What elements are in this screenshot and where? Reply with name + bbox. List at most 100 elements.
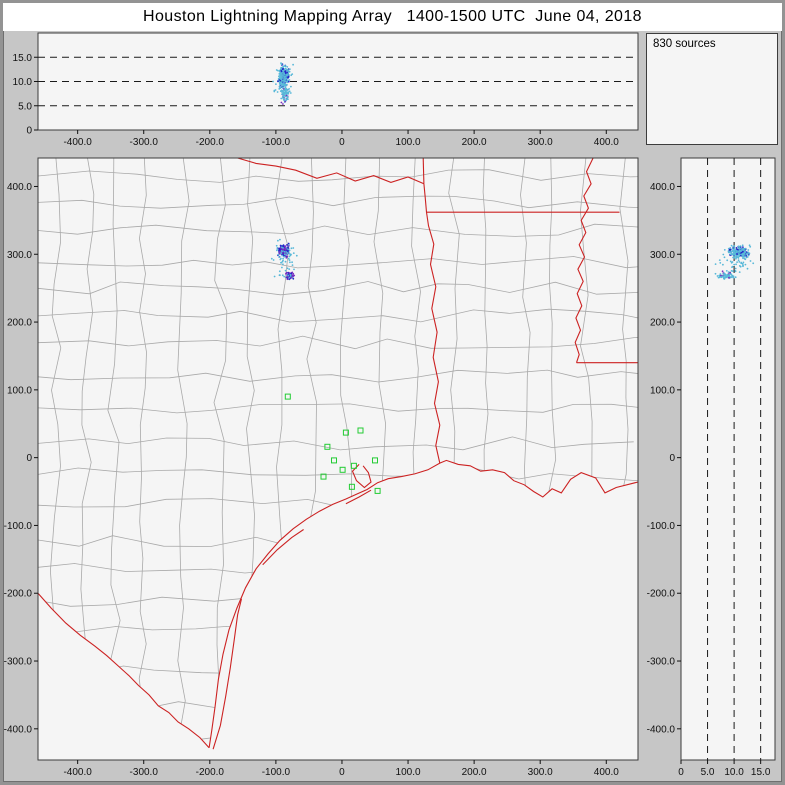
lightning-point	[714, 263, 717, 265]
lightning-point	[739, 265, 742, 268]
x-tick-label: 15.0	[751, 767, 771, 778]
lightning-point	[284, 260, 287, 263]
plan-view-map-chart[interactable]: -400.0 -300.0 -200.0 -100.0 0 100.0 200.0 300.0…	[0, 155, 645, 782]
lightning-point	[286, 71, 288, 74]
lightning-point	[287, 257, 290, 260]
lightning-point	[727, 250, 730, 252]
lightning-point	[284, 85, 287, 87]
lightning-point	[281, 83, 284, 85]
lightning-point	[280, 252, 282, 255]
y-tick-label: 200.0	[7, 318, 32, 329]
lightning-point	[292, 274, 294, 277]
y-tick-label: -400.0	[4, 724, 33, 735]
lightning-point	[278, 77, 281, 79]
lightning-point	[284, 269, 287, 272]
lightning-point	[722, 253, 725, 256]
y-tick-label: 0	[26, 453, 32, 464]
lightning-point	[744, 258, 747, 261]
station-marker	[342, 429, 349, 436]
lightning-point	[273, 89, 276, 92]
lightning-point	[745, 255, 748, 257]
panel-frame	[37, 157, 639, 761]
lightning-point	[272, 80, 274, 83]
lightning-point	[746, 267, 749, 270]
altitude-ew-chart[interactable]: -400.0 -300.0 -200.0 -100.0 0 100.0 200.0 300.0…	[0, 30, 645, 155]
lightning-point	[714, 272, 717, 275]
altitude-ns-chart[interactable]: 0 5.0 10.0 15.0 -400.0 -300.0 -200.0 -100.0 0 100…	[645, 155, 785, 782]
lightning-point	[743, 248, 746, 250]
lightning-point	[279, 250, 281, 253]
y-tick-label: -300.0	[4, 657, 33, 668]
lightning-point	[283, 253, 286, 256]
lightning-point	[287, 242, 290, 245]
lightning-point	[282, 75, 285, 77]
red-river-tx-ok-border	[237, 157, 425, 185]
lightning-point	[738, 261, 741, 263]
lightning-point	[752, 262, 755, 265]
lightning-point	[735, 263, 737, 266]
station-marker	[331, 457, 337, 464]
lightning-point	[742, 246, 744, 248]
galveston-island	[345, 489, 372, 505]
lightning-point	[749, 260, 752, 262]
y-tick-label: 15.0	[13, 53, 33, 64]
lightning-point	[290, 276, 293, 279]
lightning-point	[723, 256, 726, 259]
lightning-point	[288, 268, 291, 270]
ok-ar-border	[422, 157, 425, 184]
lightning-point	[729, 260, 732, 263]
y-tick-label: 400.0	[650, 182, 675, 193]
lightning-point	[283, 77, 285, 79]
lightning-point	[722, 263, 724, 266]
x-tick-label: -100.0	[262, 767, 291, 778]
county-line	[177, 158, 190, 748]
lightning-point	[716, 275, 719, 277]
y-tick-label: 100.0	[7, 385, 32, 396]
lightning-point	[732, 250, 734, 253]
lightning-sources	[272, 63, 294, 96]
lightning-point	[286, 278, 289, 281]
lightning-point	[719, 273, 722, 275]
x-tick-label: 0	[678, 767, 684, 778]
stations-group	[284, 393, 381, 494]
lightning-point	[278, 270, 281, 273]
station-marker	[339, 466, 346, 473]
lightning-point	[287, 98, 289, 101]
lightning-point	[288, 255, 291, 258]
lightning-point	[291, 264, 294, 266]
lightning-point	[282, 90, 284, 93]
lightning-point	[286, 75, 288, 77]
lightning-point	[735, 249, 738, 252]
lightning-point	[278, 256, 281, 258]
lightning-point	[284, 83, 287, 86]
lightning-point	[728, 248, 731, 251]
county-line	[38, 335, 638, 350]
lightning-point	[727, 271, 730, 273]
lightning-point	[293, 268, 295, 271]
lightning-point	[284, 100, 286, 103]
lightning-point	[749, 245, 752, 248]
title-bar: Houston Lightning Mapping Array 1400-150…	[3, 3, 782, 31]
county-line	[38, 223, 638, 237]
lightning-point	[286, 89, 288, 91]
lightning-point	[724, 275, 726, 277]
lightning-point	[739, 247, 741, 250]
lightning-point	[277, 80, 279, 83]
lightning-point	[737, 259, 740, 262]
county-line	[38, 467, 638, 482]
lightning-point	[287, 75, 290, 78]
panel-frame[interactable]	[37, 157, 639, 761]
sources-count-label: 830 sources	[653, 38, 716, 50]
lightning-point	[279, 90, 282, 93]
lightning-point	[741, 262, 744, 265]
lightning-point	[276, 249, 278, 252]
station-marker	[284, 393, 291, 400]
panel-frame[interactable]	[680, 157, 776, 761]
lightning-point	[281, 79, 283, 81]
lightning-point	[731, 274, 734, 277]
lightning-point	[721, 270, 724, 273]
lightning-point	[287, 250, 290, 252]
lightning-point	[730, 252, 733, 255]
lightning-point	[738, 254, 741, 257]
